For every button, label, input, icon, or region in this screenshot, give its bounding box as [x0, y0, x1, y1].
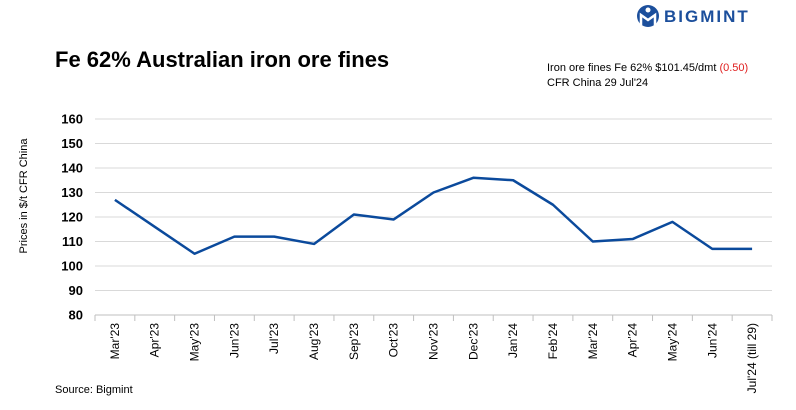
x-tick-label: Aug'23 [307, 323, 321, 360]
x-tick-label: Dec'23 [466, 323, 480, 360]
y-tick-label: 110 [62, 234, 83, 249]
logo-icon-head [645, 7, 651, 13]
x-tick-label: Jul'24 (till 29) [745, 323, 759, 393]
x-tick-label: Jan'24 [506, 323, 520, 358]
line-series [114, 176, 753, 255]
annotation-text: Iron ore fines Fe 62% $101.45/dmt [547, 62, 716, 74]
x-tick-label: Sep'23 [347, 323, 361, 360]
y-tick-label: 150 [61, 136, 83, 151]
source: Source: Bigmint [55, 384, 133, 396]
x-tick-label: May'23 [188, 323, 202, 362]
y-tick-label: 140 [61, 161, 83, 176]
x-tick-label: Apr'23 [148, 323, 162, 358]
y-tick-label: 120 [61, 210, 83, 225]
logo: BIGMINT [637, 5, 750, 27]
x-tick-label: Nov'23 [427, 323, 441, 360]
logo-text: BIGMINT [664, 7, 750, 26]
chart-title: Fe 62% Australian iron ore fines [55, 47, 389, 72]
y-tick-label: 90 [69, 283, 83, 298]
annotation-change: (0.50) [719, 62, 748, 74]
y-tick-label: 100 [61, 259, 83, 274]
x-tick-label: Jul'23 [267, 323, 281, 354]
y-axis-label: Prices in $/t CFR China [18, 138, 30, 254]
x-tick-label: Jun'23 [227, 323, 241, 358]
logo-icon [637, 5, 659, 27]
logo-icon-body [639, 12, 657, 25]
x-tick-label: Jun'24 [705, 323, 719, 358]
x-tick-label: Oct'23 [387, 323, 401, 358]
y-tick-label: 130 [61, 185, 83, 200]
x-tick-label: Mar'23 [108, 323, 122, 360]
y-tick-label: 160 [61, 112, 83, 127]
x-tick-label: Feb'24 [546, 323, 560, 360]
x-tick-label: Mar'24 [586, 323, 600, 360]
annotation-date: CFR China 29 Jul'24 [547, 77, 648, 89]
y-tick-label: 80 [69, 308, 83, 323]
x-tick-label: May'24 [665, 323, 679, 362]
x-tick-label: Apr'24 [626, 323, 640, 358]
annotation: Iron ore fines Fe 62% $101.45/dmt (0.50) [547, 62, 748, 74]
